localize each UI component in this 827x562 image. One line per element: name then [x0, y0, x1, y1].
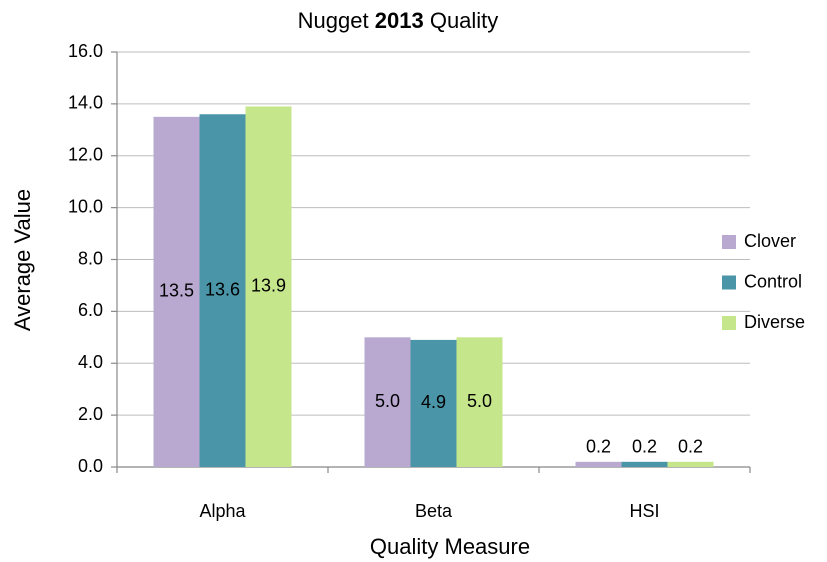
chart-title: Nugget 2013 Quality — [298, 8, 499, 33]
bar — [364, 337, 411, 467]
x-axis-label: Quality Measure — [370, 534, 530, 559]
bar — [667, 461, 714, 467]
bar — [621, 461, 668, 467]
title-part: 2013 — [375, 8, 424, 33]
legend-swatch — [722, 275, 736, 290]
y-tick-label: 10.0 — [68, 196, 103, 216]
bar — [199, 114, 246, 467]
legend-swatch — [722, 316, 736, 330]
bar — [410, 339, 457, 467]
data-label: 13.9 — [251, 275, 286, 295]
title-part: Nugget — [298, 8, 369, 33]
x-tick-label: Alpha — [199, 501, 246, 521]
y-tick-label: 2.0 — [78, 404, 103, 424]
y-tick-label: 0.0 — [78, 456, 103, 476]
data-label: 5.0 — [467, 391, 492, 411]
data-label: 0.2 — [632, 437, 657, 457]
bar — [153, 116, 200, 467]
data-label: 4.9 — [421, 392, 446, 412]
bar — [245, 106, 292, 467]
data-label: 0.2 — [678, 437, 703, 457]
legend-swatch — [722, 235, 736, 249]
legend-label: Clover — [744, 231, 796, 251]
legend-label: Control — [744, 271, 802, 291]
y-tick-label: 6.0 — [78, 300, 103, 320]
x-tick-label: HSI — [629, 501, 659, 521]
y-tick-label: 8.0 — [78, 248, 103, 268]
x-tick-label: Beta — [415, 501, 453, 521]
bar — [456, 337, 503, 467]
bar — [575, 461, 622, 467]
y-tick-label: 14.0 — [68, 93, 103, 113]
data-label: 13.6 — [205, 279, 240, 299]
title-part: Quality — [430, 8, 498, 33]
y-tick-label: 16.0 — [68, 41, 103, 61]
legend-label: Diverse — [744, 312, 805, 332]
y-axis-label: Average Value — [10, 189, 35, 331]
data-label: 5.0 — [375, 391, 400, 411]
data-label: 0.2 — [586, 437, 611, 457]
data-label: 13.5 — [159, 281, 194, 301]
y-tick-label: 4.0 — [78, 352, 103, 372]
y-tick-label: 12.0 — [68, 145, 103, 165]
